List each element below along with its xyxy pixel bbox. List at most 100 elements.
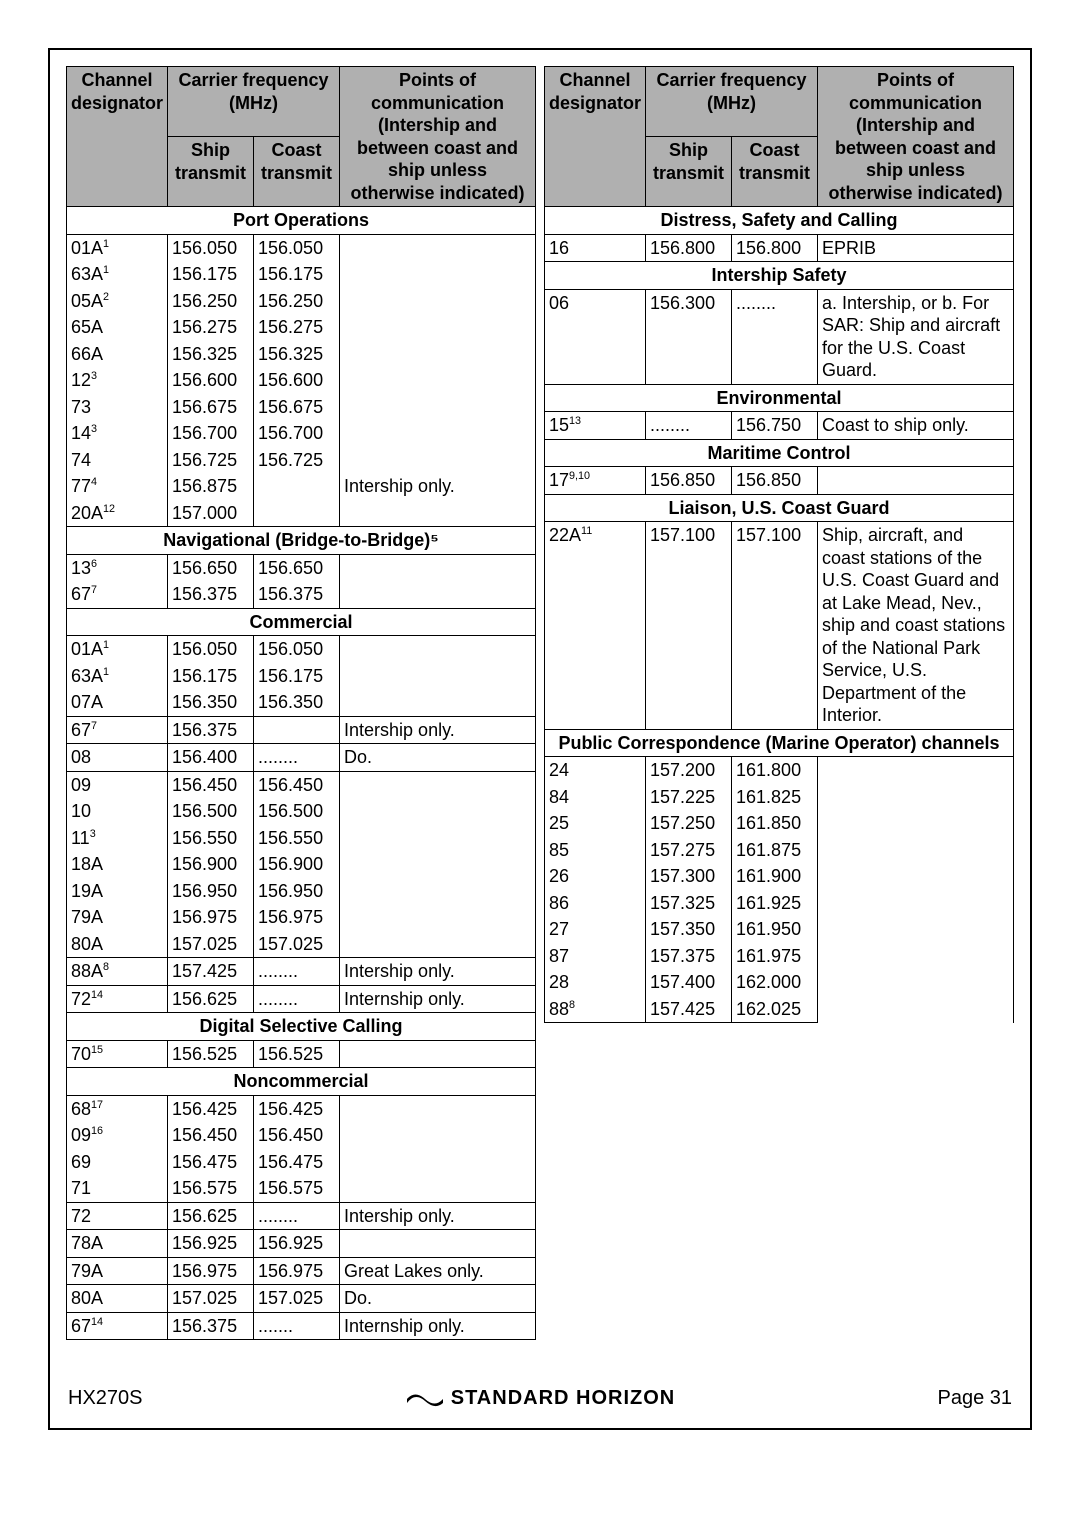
channel-cell: 87	[545, 943, 646, 970]
channel-cell: 07A	[67, 689, 168, 716]
section-header-row: Maritime Control	[545, 439, 1014, 467]
channel-cell: 6817	[67, 1095, 168, 1122]
section-header-row: Navigational (Bridge-to-Bridge)⁵	[67, 527, 536, 555]
ship-cell: 156.475	[168, 1149, 254, 1176]
coast-cell: 156.050	[254, 234, 340, 261]
points-cell	[340, 1230, 536, 1258]
channel-cell: 85	[545, 837, 646, 864]
header-channel-r: Channel designator	[545, 67, 646, 207]
coast-cell: 157.100	[732, 522, 818, 730]
points-cell	[340, 771, 536, 958]
section-header-row: Noncommercial	[67, 1068, 536, 1096]
ship-cell: 156.900	[168, 851, 254, 878]
channel-cell: 27	[545, 916, 646, 943]
channel-cell: 123	[67, 367, 168, 394]
section-header-row: Port Operations	[67, 207, 536, 235]
channel-cell: 0916	[67, 1122, 168, 1149]
channel-cell: 888	[545, 996, 646, 1023]
coast-cell: ........	[254, 958, 340, 986]
ship-cell: 156.375	[168, 1312, 254, 1340]
section-title: Navigational (Bridge-to-Bridge)⁵	[67, 527, 536, 555]
ship-cell: 156.325	[168, 341, 254, 368]
coast-cell: 161.800	[732, 757, 818, 784]
section-header-row: Liaison, U.S. Coast Guard	[545, 494, 1014, 522]
points-cell: Intership only.	[340, 716, 536, 744]
ship-cell: 157.300	[646, 863, 732, 890]
coast-cell: 156.600	[254, 367, 340, 394]
channel-cell: 18A	[67, 851, 168, 878]
coast-cell: 156.250	[254, 288, 340, 315]
channel-cell: 01A1	[67, 636, 168, 663]
ship-cell: 156.575	[168, 1175, 254, 1202]
ship-cell: 156.650	[168, 554, 254, 581]
section-header-row: Public Correspondence (Marine Operator) …	[545, 729, 1014, 757]
coast-cell: 156.350	[254, 689, 340, 716]
table-row: 6817156.425156.425	[67, 1095, 536, 1122]
coast-cell: 156.500	[254, 798, 340, 825]
points-cell: Internship only.	[340, 985, 536, 1013]
points-cell: Ship, aircraft, and coast stations of th…	[818, 522, 1014, 730]
ship-cell: 157.275	[646, 837, 732, 864]
table-columns: Channel designator Carrier frequency (MH…	[66, 66, 1014, 1340]
coast-cell: .......	[254, 1312, 340, 1340]
channel-cell: 72	[67, 1202, 168, 1230]
ship-cell: 157.025	[168, 931, 254, 958]
points-cell	[340, 636, 536, 717]
ship-cell: 156.400	[168, 744, 254, 772]
section-title: Digital Selective Calling	[67, 1013, 536, 1041]
coast-cell: 156.550	[254, 825, 340, 852]
coast-cell: 162.025	[732, 996, 818, 1023]
section-title: Public Correspondence (Marine Operator) …	[545, 729, 1014, 757]
coast-cell: ........	[254, 985, 340, 1013]
channel-cell: 71	[67, 1175, 168, 1202]
ship-cell: 156.600	[168, 367, 254, 394]
ship-cell: 156.300	[646, 289, 732, 384]
table-row: 7214156.625........Internship only.	[67, 985, 536, 1013]
ship-cell: 156.350	[168, 689, 254, 716]
coast-cell: 156.325	[254, 341, 340, 368]
channel-cell: 63A1	[67, 261, 168, 288]
coast-cell: 156.925	[254, 1230, 340, 1258]
coast-cell: 161.950	[732, 916, 818, 943]
header-coast-r: Coast transmit	[732, 137, 818, 207]
points-cell: Great Lakes only.	[340, 1257, 536, 1285]
table-row: 7015156.525156.525	[67, 1040, 536, 1068]
channel-cell: 26	[545, 863, 646, 890]
ship-cell: 156.500	[168, 798, 254, 825]
section-title: Commercial	[67, 608, 536, 636]
channel-cell: 774	[67, 473, 168, 500]
channel-cell: 22A11	[545, 522, 646, 730]
channel-cell: 74	[67, 447, 168, 474]
channel-cell: 20A12	[67, 500, 168, 527]
ship-cell: 156.925	[168, 1230, 254, 1258]
ship-cell: 157.200	[646, 757, 732, 784]
ship-cell: 157.425	[646, 996, 732, 1023]
points-cell: EPRIB	[818, 234, 1014, 262]
section-title: Intership Safety	[545, 262, 1014, 290]
ship-cell: 156.625	[168, 1202, 254, 1230]
ship-cell: 156.275	[168, 314, 254, 341]
table-row: 78A156.925156.925	[67, 1230, 536, 1258]
points-cell	[340, 234, 536, 473]
coast-cell: 156.050	[254, 636, 340, 663]
section-header-row: Digital Selective Calling	[67, 1013, 536, 1041]
channel-cell: 7214	[67, 985, 168, 1013]
table-row: 179,10156.850156.850	[545, 467, 1014, 495]
channel-cell: 79A	[67, 904, 168, 931]
channel-cell: 86	[545, 890, 646, 917]
ship-cell: 157.000	[168, 500, 254, 527]
header-carrier-freq: Carrier frequency (MHz)	[168, 67, 340, 137]
channel-cell: 1513	[545, 412, 646, 440]
points-cell: Internship only.	[340, 1312, 536, 1340]
header-ship-r: Ship transmit	[646, 137, 732, 207]
channel-cell: 10	[67, 798, 168, 825]
right-column: Channel designator Carrier frequency (MH…	[544, 66, 1014, 1340]
channel-cell: 19A	[67, 878, 168, 905]
ship-cell: 156.175	[168, 261, 254, 288]
coast-cell: 156.475	[254, 1149, 340, 1176]
coast-cell: 156.450	[254, 771, 340, 798]
coast-cell: 156.275	[254, 314, 340, 341]
ship-cell: 156.850	[646, 467, 732, 495]
table-row: 80A157.025157.025Do.	[67, 1285, 536, 1313]
ship-cell: 156.450	[168, 1122, 254, 1149]
